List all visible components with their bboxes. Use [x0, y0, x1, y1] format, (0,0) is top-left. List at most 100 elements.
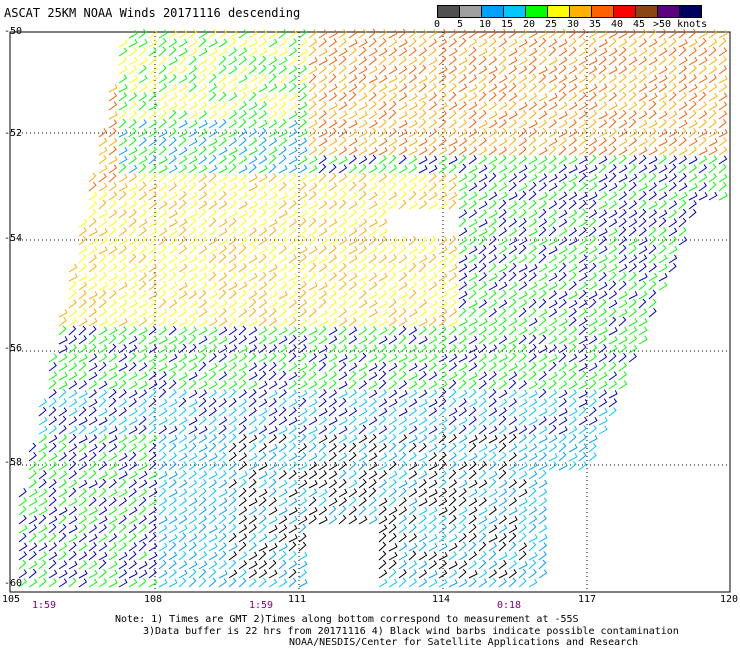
wind-barb — [138, 39, 148, 48]
wind-barb — [498, 442, 507, 453]
wind-barb — [388, 380, 398, 390]
wind-barb — [508, 38, 518, 48]
wind-barb — [448, 272, 457, 282]
wind-barb — [88, 325, 97, 336]
wind-barbs — [18, 28, 728, 588]
wind-barb — [268, 550, 277, 561]
wind-barb — [298, 397, 307, 408]
wind-barb — [98, 326, 108, 336]
wind-barb — [188, 244, 197, 255]
wind-barb — [178, 424, 187, 435]
wind-barb — [408, 289, 417, 300]
wind-barb — [298, 235, 307, 246]
wind-barb — [598, 146, 608, 156]
wind-barb — [568, 316, 577, 327]
wind-barb — [538, 146, 548, 156]
wind-barb — [378, 452, 388, 462]
wind-barb — [548, 200, 558, 210]
wind-barb — [278, 497, 288, 507]
wind-barb — [388, 398, 398, 408]
wind-barb — [458, 119, 468, 129]
wind-barb — [398, 39, 408, 48]
wind-barb — [628, 353, 637, 363]
wind-barb — [138, 344, 148, 354]
wind-barb — [128, 352, 137, 363]
wind-barb — [698, 128, 708, 138]
wind-barb — [698, 192, 708, 201]
wind-barb — [118, 146, 128, 156]
wind-barb — [288, 155, 298, 165]
wind-barb — [58, 560, 68, 570]
wind-barb — [228, 173, 238, 183]
wind-barb — [528, 83, 537, 93]
wind-barb — [248, 506, 258, 516]
wind-barb — [138, 74, 148, 84]
wind-barb — [528, 317, 538, 327]
wind-barb — [18, 569, 28, 579]
wind-barb — [528, 164, 538, 174]
wind-barb — [718, 118, 727, 129]
wind-barb — [328, 389, 338, 399]
wind-barb — [488, 515, 498, 525]
wind-barb — [368, 245, 378, 255]
wind-barb — [638, 92, 648, 102]
wind-barb — [28, 550, 37, 561]
wind-barb — [428, 371, 438, 381]
wind-barb — [458, 541, 467, 552]
wind-barb — [448, 199, 457, 210]
wind-barb — [478, 182, 488, 192]
wind-barb — [548, 154, 557, 165]
wind-barb — [328, 452, 337, 462]
wind-barb — [208, 73, 217, 84]
wind-barb — [368, 82, 377, 93]
wind-barb — [138, 299, 148, 309]
wind-barb — [508, 352, 517, 363]
wind-barb — [328, 263, 337, 273]
wind-barb — [338, 442, 347, 453]
wind-barb — [178, 155, 188, 165]
wind-barb — [218, 237, 228, 246]
wind-barb — [168, 263, 178, 273]
wind-barb — [88, 272, 98, 282]
wind-barb — [548, 335, 558, 345]
wind-barb — [298, 38, 308, 48]
wind-barb — [98, 578, 108, 588]
wind-barb — [138, 560, 148, 570]
wind-barb — [368, 452, 378, 462]
wind-barb — [268, 542, 278, 552]
wind-barb — [608, 83, 617, 93]
wind-barb — [398, 460, 407, 471]
wind-barb — [688, 56, 698, 66]
wind-barb — [118, 245, 127, 255]
wind-barb — [208, 442, 217, 453]
wind-barb — [248, 146, 258, 156]
wind-barb — [168, 271, 177, 282]
wind-barb — [268, 253, 277, 264]
wind-barb — [468, 191, 478, 201]
wind-barb — [208, 308, 218, 318]
wind-barb — [408, 281, 417, 291]
wind-barb — [518, 173, 527, 183]
wind-barb — [508, 128, 518, 138]
wind-barb — [148, 569, 157, 579]
wind-barb — [598, 29, 608, 39]
wind-barb — [638, 226, 647, 237]
wind-barb — [448, 127, 457, 138]
wind-barb — [248, 307, 257, 318]
wind-barb — [648, 235, 657, 246]
wind-barb — [378, 532, 387, 543]
wind-barb — [398, 317, 408, 327]
wind-barb — [88, 334, 97, 345]
wind-barb — [408, 497, 418, 507]
wind-barb — [648, 226, 657, 237]
wind-barb — [388, 487, 397, 498]
wind-barb — [648, 74, 658, 84]
wind-barb — [108, 145, 117, 156]
wind-barb — [368, 470, 378, 480]
wind-barb — [678, 127, 687, 138]
wind-barb — [228, 37, 237, 48]
wind-barb — [378, 335, 388, 345]
wind-barb — [508, 119, 517, 129]
wind-barb — [28, 560, 38, 570]
wind-barb — [668, 209, 678, 219]
